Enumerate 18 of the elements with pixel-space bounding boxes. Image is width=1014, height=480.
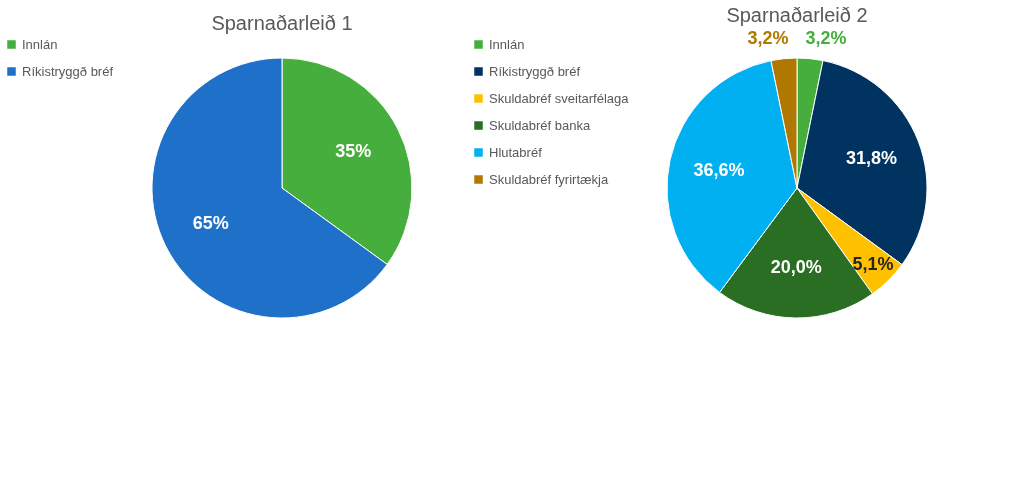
chart-title: Sparnaðarleið 1 <box>211 12 353 34</box>
data-label: 35% <box>335 140 372 161</box>
chart-title: Sparnaðarleið 2 <box>726 3 868 26</box>
legend-label: Skuldabréf sveitarfélaga <box>489 90 630 106</box>
data-label: 36,6% <box>693 159 745 180</box>
legend-label: Innlán <box>22 36 58 52</box>
data-label: 20,0% <box>770 257 822 277</box>
legend-label: Skuldabréf fyrirtækja <box>489 171 609 187</box>
legend-label: Ríkistryggð bréf <box>22 63 114 79</box>
data-label: 3,2% <box>805 27 847 48</box>
legend-label: Skuldabréf banka <box>489 117 591 133</box>
data-label: 31,8% <box>846 148 898 169</box>
data-label: 5,1% <box>852 253 894 274</box>
legend-label: Ríkistryggð bréf <box>489 63 581 79</box>
legend-label: Hlutabréf <box>489 144 543 160</box>
legend-label: Innlán <box>489 36 525 52</box>
data-label: 65% <box>192 213 229 234</box>
data-label: 3,2% <box>747 27 789 48</box>
